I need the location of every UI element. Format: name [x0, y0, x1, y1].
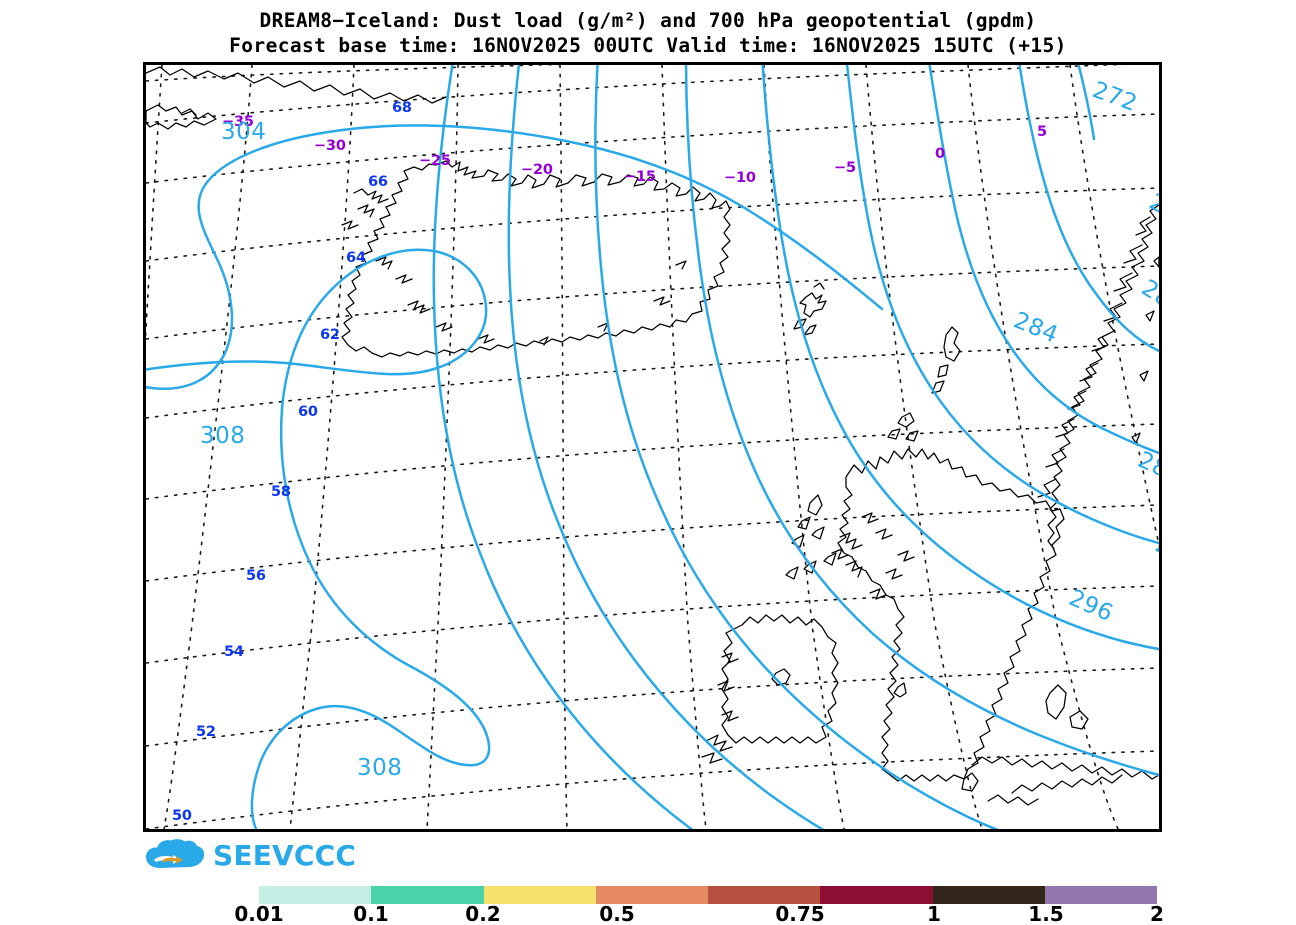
seevccc-logo[interactable]: SEEVCCC	[144, 836, 356, 876]
colorbar-tick: 0.1	[353, 902, 389, 925]
geopotential-contours	[146, 65, 1159, 829]
title-line-2: Forecast base time: 16NOV2025 00UTC Vali…	[229, 34, 1067, 57]
colorbar-segment	[483, 886, 596, 904]
page-title: DREAM8−Iceland: Dust load (g/m²) and 700…	[0, 8, 1296, 58]
colorbar-segment	[1044, 886, 1157, 904]
colorbar-tick: 2	[1150, 902, 1164, 925]
title-line-1: DREAM8−Iceland: Dust load (g/m²) and 700…	[259, 9, 1037, 32]
colorbar-tick-labels: 0.01 0.1 0.2 0.5 0.75 1 1.5 2	[0, 904, 1296, 925]
colorbar-tick: 0.2	[465, 902, 501, 925]
colorbar-tick: 1	[927, 902, 941, 925]
graticule-parallels	[146, 65, 1159, 829]
cloud-icon	[146, 839, 205, 868]
colorbar-tick: 0.75	[775, 902, 825, 925]
map-graphics	[146, 65, 1159, 829]
colorbar-tick: 0.01	[234, 902, 284, 925]
map-panel[interactable]: 68 66 64 62 60 58 56 54 52 50 −35 −30 −2…	[143, 62, 1162, 832]
colorbar-segment	[932, 886, 1045, 904]
colorbar-segment	[595, 886, 708, 904]
graticule-meridians	[146, 65, 1159, 829]
colorbar[interactable]	[259, 886, 1157, 904]
colorbar-tick: 1.5	[1028, 902, 1064, 925]
colorbar-segment	[820, 886, 933, 904]
colorbar-segment	[371, 886, 484, 904]
colorbar-tick: 0.5	[599, 902, 635, 925]
logo-text: SEEVCCC	[213, 839, 357, 872]
colorbar-segment	[708, 886, 821, 904]
colorbar-segment	[259, 886, 372, 904]
